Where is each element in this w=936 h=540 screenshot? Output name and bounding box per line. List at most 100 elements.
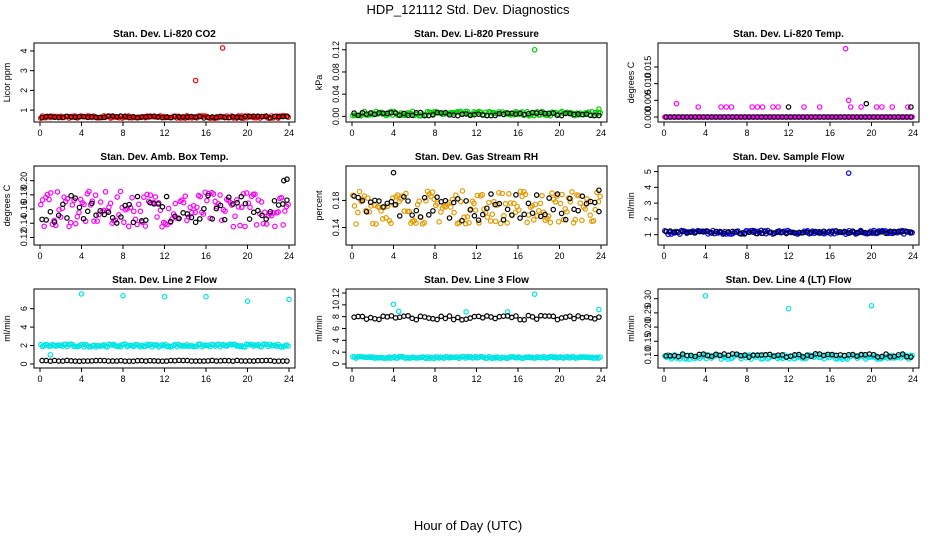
data-point-black [417,109,424,116]
data-point-black [284,176,290,183]
data-point-magenta [253,222,260,228]
y-tick-label: 0.20 [19,172,29,190]
x-tick-label: 8 [120,128,125,138]
data-point-black [376,198,382,204]
data-point-black [471,212,478,219]
data-point-magenta [260,220,267,227]
data-point-black [226,194,232,200]
data-point-black [51,219,58,225]
data-point-magenta [64,195,71,202]
y-axis-label: ml/min [626,315,636,342]
data-point-cyan [285,343,291,349]
x-tick-label: 24 [908,128,918,138]
data-point-magenta [252,191,258,198]
data-point-orange [364,195,371,201]
data-point-magenta [230,223,237,230]
data-point-black [475,217,482,223]
data-point-orange [511,200,517,207]
y-tick-label: 0.20 [643,318,653,336]
data-point-black [89,200,95,207]
data-point-black [550,206,557,213]
data-point-magenta [121,219,127,226]
x-tick-label: 4 [79,374,84,384]
data-point-black [442,197,449,204]
x-tick-label: 0 [37,128,42,138]
data-point-cyan [868,302,875,309]
data-point-magenta [723,104,730,110]
data-point-black [542,211,548,218]
panel-title: Stan. Dev. Line 2 Flow [112,275,217,286]
data-point-magenta [76,209,82,216]
x-tick-label: 12 [159,251,169,261]
data-point-black [213,205,220,212]
data-point-magenta [94,218,101,224]
data-point-cyan [702,293,709,299]
data-point-magenta [210,191,217,197]
data-point-orange [487,218,494,224]
x-tick-label: 16 [513,128,523,138]
data-point-black [421,194,428,201]
data-point-black [446,313,453,319]
y-tick-label: 4 [19,325,29,330]
data-point-orange [492,218,499,225]
data-point-magenta [282,208,288,214]
x-tick-label: 12 [471,128,481,138]
x-tick-label: 12 [159,374,169,384]
data-point-cyan [244,298,251,305]
data-point-black [284,358,290,364]
data-point-black [550,110,557,116]
data-point-black [899,351,906,357]
panel-title: Stan. Dev. Li-820 Temp. [733,29,844,40]
data-point-black [459,217,465,224]
data-point-orange [447,204,454,210]
data-point-black [409,112,415,119]
x-tick-label: 8 [432,251,437,261]
data-point-black [521,317,528,323]
data-point-magenta [192,209,199,216]
data-point-black [390,169,397,176]
data-point-cyan [395,308,402,315]
data-point-orange [577,200,584,206]
data-point-magenta [243,190,250,196]
data-point-cyan [596,306,602,313]
data-point-black [392,110,399,116]
data-point-magenta [749,104,755,110]
panel-5: Stan. Dev. Gas Stream RH percent 0 4 8 12 16 20… [314,152,608,261]
data-point-magenta [759,104,766,110]
data-point-orange [560,216,567,223]
panel-title: Stan. Dev. Line 3 Flow [424,275,529,286]
data-point-orange [471,200,477,207]
data-point-magenta [140,194,147,201]
data-point-orange [537,200,544,207]
data-point-orange [476,220,482,226]
data-point-orange [587,212,594,218]
data-point-black [271,197,278,204]
data-point-black [908,354,914,360]
y-axis-label: percent [314,190,324,221]
data-point-blue [845,170,852,176]
plot-frame [33,288,296,369]
data-point-magenta [129,194,135,201]
data-point-black [583,200,590,207]
data-point-black [779,352,786,358]
data-point-black [351,110,357,116]
panel-title: Stan. Dev. Sample Flow [733,152,845,163]
y-axis-label: ml/min [314,315,324,342]
data-point-black [546,195,552,201]
x-tick-label: 24 [284,251,294,261]
data-point-orange [459,188,466,194]
panel-title: Stan. Dev. Gas Stream RH [415,152,538,163]
y-tick-label: 0.18 [19,186,29,204]
data-point-orange [504,220,511,226]
data-point-orange [549,190,555,196]
data-point-black [845,230,852,237]
data-point-black [529,210,536,216]
y-tick-label: 0.14 [331,219,341,237]
data-point-magenta [189,209,195,216]
data-point-orange [547,219,554,226]
data-point-orange [355,209,361,216]
data-point-black [430,208,436,214]
data-point-black [196,216,203,222]
